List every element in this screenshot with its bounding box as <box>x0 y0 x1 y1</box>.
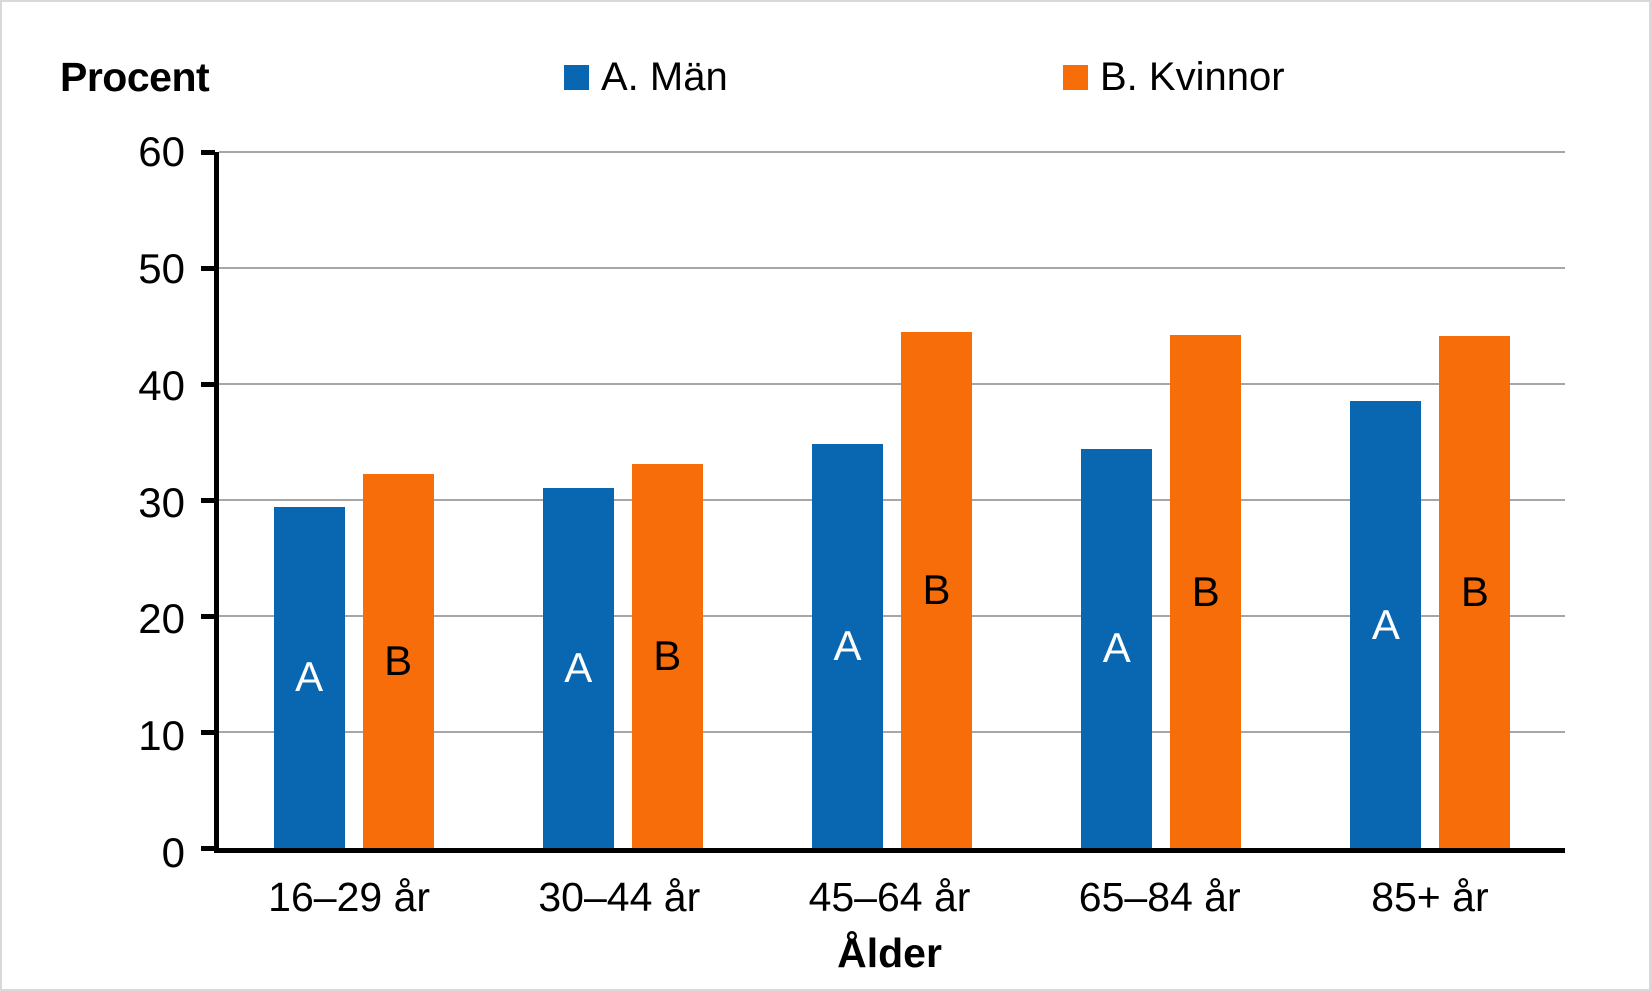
legend-item-men: A. Män <box>564 55 728 100</box>
y-axis-tick-40 <box>201 381 215 387</box>
gridline-50 <box>219 266 1565 269</box>
gridline-60 <box>219 151 1565 153</box>
y-axis-tick-labels: 0 10 20 30 40 50 60 <box>2 128 185 876</box>
bar-b-group-1: B <box>362 474 434 848</box>
y-axis-tick-20 <box>201 613 215 619</box>
y-tick-label-50: 50 <box>138 244 185 292</box>
y-axis-tick-50 <box>201 265 215 271</box>
gridline-10 <box>219 731 1565 733</box>
y-tick-label-10: 10 <box>138 712 185 760</box>
y-tick-label-20: 20 <box>138 595 185 643</box>
bar-b-group-2: B <box>631 464 703 848</box>
y-axis-tick-0 <box>201 846 215 851</box>
legend-label-men: A. Män <box>601 55 728 99</box>
x-tick-label-2: 30–44 år <box>538 874 701 920</box>
x-tick-label-5: 85+ år <box>1371 874 1489 920</box>
x-tick-label-4: 65–84 år <box>1078 874 1241 920</box>
y-axis-tick-60 <box>201 150 215 155</box>
y-tick-label-60: 60 <box>138 128 185 175</box>
bar-letter-a: A <box>1371 600 1400 648</box>
y-axis-tick-30 <box>201 498 215 503</box>
legend-item-women: B. Kvinnor <box>1063 55 1285 100</box>
bar-letter-a: A <box>833 622 862 670</box>
x-tick-label-1: 16–29 år <box>268 874 431 920</box>
y-axis-tick-10 <box>201 730 215 735</box>
bar-a-group-5: A <box>1350 401 1422 848</box>
bar-a-group-2: A <box>542 488 614 848</box>
bar-letter-b: B <box>922 565 951 613</box>
bar-letter-b: B <box>653 632 682 680</box>
legend-swatch-men-icon <box>564 65 589 90</box>
bar-letter-b: B <box>384 637 413 685</box>
bar-a-group-1: A <box>273 506 345 848</box>
bar-b-group-5: B <box>1439 336 1511 848</box>
bar-letter-b: B <box>1191 567 1220 615</box>
x-axis-title: Ålder <box>837 930 942 976</box>
y-tick-label-30: 30 <box>138 478 185 526</box>
gridline-40 <box>219 382 1565 385</box>
bar-letter-a: A <box>564 644 593 692</box>
bar-letter-b: B <box>1460 568 1489 616</box>
bar-letter-a: A <box>295 653 324 701</box>
x-axis-tick-labels: 16–29 år 30–44 år 45–64 år 65–84 år 85+ år <box>214 872 1565 922</box>
bar-letter-a: A <box>1102 624 1131 672</box>
x-tick-label-3: 45–64 år <box>808 874 971 920</box>
legend-label-women: B. Kvinnor <box>1100 55 1285 99</box>
bar-b-group-3: B <box>901 331 972 848</box>
y-tick-label-40: 40 <box>138 361 185 409</box>
bar-a-group-4: A <box>1081 448 1153 848</box>
gridline-30 <box>219 499 1565 501</box>
y-axis-title: Procent <box>60 54 210 100</box>
bar-a-group-3: A <box>812 444 883 848</box>
gridline-20 <box>219 614 1565 617</box>
y-tick-label-0: 0 <box>161 829 185 876</box>
legend-swatch-women-icon <box>1063 65 1088 90</box>
bar-b-group-4: B <box>1170 335 1242 848</box>
